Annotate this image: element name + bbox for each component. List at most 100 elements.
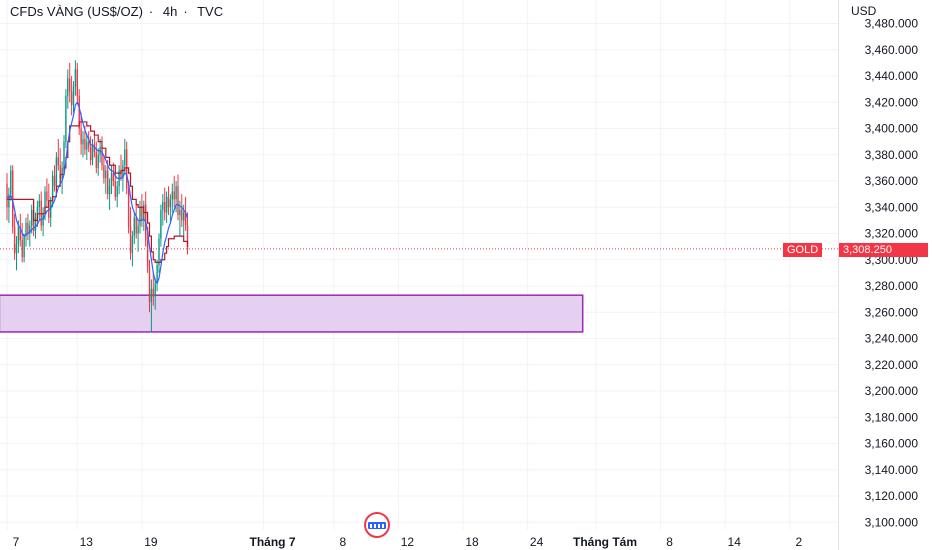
slow-indicator-line	[7, 121, 189, 263]
candle-body	[95, 152, 97, 168]
candle-body	[80, 128, 82, 145]
candle-body	[67, 78, 69, 96]
candle-body	[150, 288, 153, 302]
candle-body	[25, 223, 27, 237]
candle-body	[15, 244, 18, 254]
candle-body	[6, 183, 8, 208]
y-tick-label: 3,200.000	[865, 384, 919, 398]
x-tick-label: 8	[666, 535, 673, 549]
candle-body	[40, 200, 42, 226]
y-tick-label: 3,100.000	[865, 515, 919, 529]
candle-body	[12, 170, 14, 227]
x-tick-label: 13	[80, 535, 94, 549]
chart-title: CFDs VÀNG (US$/OZ) · 4h · TVC	[10, 4, 224, 19]
candle-body	[27, 223, 29, 234]
candle-body	[65, 95, 67, 142]
candle-body	[120, 170, 122, 179]
candle-body	[57, 157, 59, 166]
candle-body	[29, 225, 31, 234]
fast-indicator-line	[6, 100, 189, 285]
candle-body	[91, 144, 94, 160]
currency-label: USD	[851, 4, 877, 18]
interval-label: 4h	[162, 4, 178, 19]
candle-body	[63, 141, 65, 168]
source-label: TVC	[197, 4, 224, 19]
candle-body	[112, 173, 115, 181]
x-tick-label: 2	[795, 535, 802, 549]
candle-body	[179, 209, 181, 216]
candle-body	[97, 154, 99, 168]
candle-body	[107, 170, 109, 195]
candle-body	[13, 226, 16, 254]
candle-body	[175, 186, 177, 200]
candle-body	[101, 146, 103, 166]
y-tick-label: 3,120.000	[865, 489, 919, 503]
candle-body	[44, 191, 46, 213]
candle-body	[72, 86, 75, 105]
candle-body	[169, 199, 172, 208]
candle-body	[158, 238, 160, 265]
candle-body	[108, 186, 111, 195]
candle-body	[122, 165, 124, 179]
symbol-label: CFDs VÀNG (US$/OZ)	[10, 4, 143, 19]
x-tick-label: 7	[13, 535, 20, 549]
candle-body	[146, 240, 149, 267]
y-tick-label: 3,240.000	[865, 332, 919, 346]
candle-body	[88, 141, 90, 147]
candle-body	[181, 209, 183, 221]
y-tick-label: 3,420.000	[865, 95, 919, 109]
candle-body	[70, 91, 73, 105]
demand-zone-rectangle	[0, 294, 584, 333]
x-tick-label: Tháng Tám	[573, 535, 637, 549]
x-tick-label: 12	[401, 535, 415, 549]
candle-body	[152, 288, 154, 297]
candle-body	[86, 141, 88, 150]
y-tick-label: 3,440.000	[865, 69, 919, 83]
y-tick-label: 3,360.000	[865, 174, 919, 188]
candle-body	[131, 236, 134, 254]
candle-body	[167, 196, 170, 208]
candle-body	[74, 69, 77, 87]
candle-body	[133, 217, 135, 237]
candle-body	[21, 240, 23, 258]
candle-body	[51, 175, 54, 201]
candle-body	[135, 217, 137, 234]
candle-body	[162, 202, 164, 210]
y-tick-label: 3,460.000	[865, 43, 919, 57]
candle-body	[103, 165, 105, 179]
candle-body	[126, 149, 128, 189]
candle-body	[129, 226, 132, 254]
candle-body	[17, 226, 20, 244]
candle-body	[110, 173, 113, 187]
candle-body	[164, 202, 166, 213]
x-tick-label: 8	[339, 535, 346, 549]
candle-body	[184, 212, 187, 226]
candle-body	[156, 265, 158, 284]
x-tick-label: 19	[144, 535, 158, 549]
x-tick-label: Tháng 7	[249, 535, 295, 549]
candle-body	[141, 207, 143, 221]
candle-body	[116, 186, 118, 197]
candle-body	[38, 200, 40, 208]
candle-body	[171, 191, 173, 200]
y-tick-label: 3,480.000	[865, 17, 919, 31]
candle-body	[53, 175, 56, 187]
y-tick-label: 3,380.000	[865, 148, 919, 162]
candle-body	[10, 170, 12, 195]
candle-body	[105, 170, 107, 179]
y-tick-label: 3,280.000	[865, 279, 919, 293]
y-tick-label: 3,400.000	[865, 122, 919, 136]
candle-body	[69, 78, 71, 92]
last-price-tag: 3,308.250	[839, 243, 928, 257]
candle-body	[139, 207, 141, 226]
candle-body	[8, 194, 10, 208]
candle-body	[165, 196, 168, 213]
candle-body	[127, 188, 130, 227]
price-axis-border	[838, 0, 839, 550]
tradingview-logo-icon[interactable]	[364, 512, 390, 538]
y-tick-label: 3,140.000	[865, 463, 919, 477]
candle-body	[61, 167, 63, 179]
candle-body	[34, 217, 37, 231]
candle-body	[36, 207, 39, 218]
